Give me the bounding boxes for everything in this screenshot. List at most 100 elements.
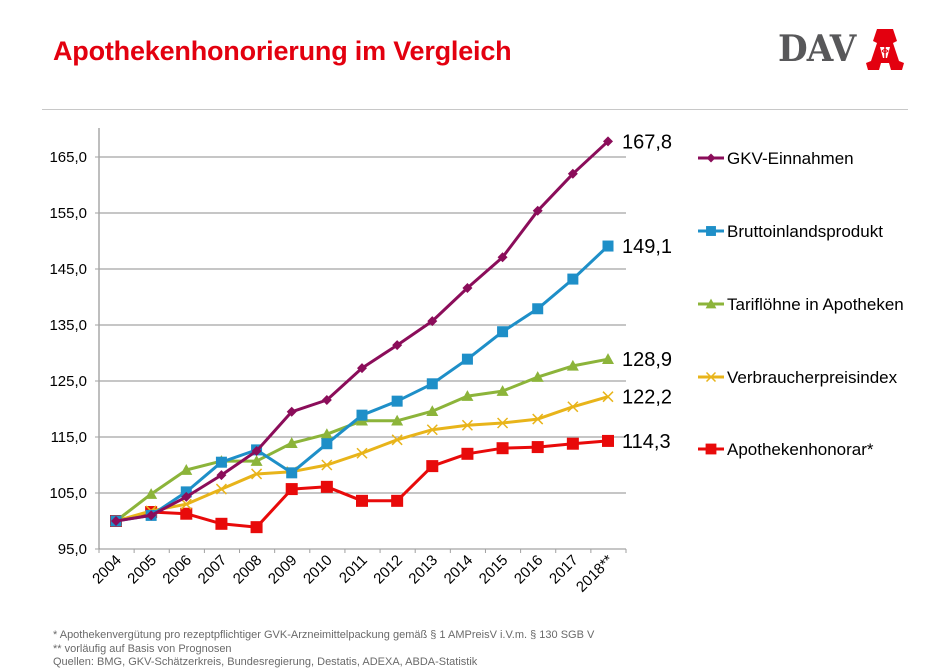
data-point <box>180 464 193 475</box>
legend-label: Bruttoinlandsprodukt <box>727 222 883 241</box>
data-point <box>531 371 544 382</box>
data-point <box>181 491 192 502</box>
x-tick-label: 2006 <box>159 552 195 588</box>
data-point <box>497 417 509 429</box>
data-point <box>251 446 262 456</box>
end-value-label: 122,2 <box>622 387 672 409</box>
data-point <box>705 371 717 383</box>
data-point <box>391 395 403 407</box>
data-point <box>285 483 298 496</box>
data-point <box>320 428 333 439</box>
data-point <box>356 447 368 459</box>
end-value-label: 167,8 <box>622 131 672 153</box>
y-tick-label: 115,0 <box>51 429 87 446</box>
data-point <box>426 378 438 390</box>
data-point <box>532 303 544 315</box>
x-tick-label: 2009 <box>265 552 301 588</box>
footnote-sources: Quellen: BMG, GKV-Schätzerkreis, Bundesr… <box>53 656 478 668</box>
data-point <box>426 405 439 417</box>
data-point <box>603 136 613 147</box>
x-tick-label: 2018** <box>573 552 617 596</box>
data-point <box>531 441 544 454</box>
series-gkv <box>111 136 613 526</box>
data-point <box>180 507 193 520</box>
data-point <box>496 385 509 396</box>
x-tick-label: 2015 <box>476 552 512 588</box>
data-point <box>215 456 227 468</box>
data-point <box>286 406 297 417</box>
data-point <box>286 467 298 479</box>
y-tick-label: 165,0 <box>49 149 87 166</box>
y-tick-label: 135,0 <box>49 317 87 334</box>
data-point <box>216 470 227 481</box>
header-divider <box>42 109 908 110</box>
x-tick-label: 2014 <box>441 552 477 588</box>
data-point <box>462 283 473 294</box>
data-point <box>602 240 614 252</box>
footnote-prognose: ** vorläufig auf Basis von Prognosen <box>53 642 232 655</box>
footnote-apothekenverguetung: * Apothekenvergütung pro rezeptpflichtig… <box>53 629 595 641</box>
data-point <box>497 326 509 338</box>
data-point <box>461 419 473 431</box>
data-point <box>392 340 403 351</box>
logo-text: DAV <box>778 28 856 70</box>
x-tick-label: 2005 <box>124 552 160 588</box>
y-tick-label: 105,0 <box>49 485 87 502</box>
data-point <box>180 486 192 498</box>
data-point <box>566 359 579 371</box>
x-tick-label: 2012 <box>370 552 406 588</box>
series-vpi <box>110 391 614 527</box>
data-point <box>321 438 333 450</box>
y-tick-label: 125,0 <box>49 373 87 390</box>
legend-item-tarif: Tariflöhne in Apotheken <box>698 295 904 314</box>
data-point <box>215 483 227 495</box>
data-point <box>461 447 474 460</box>
legend-label: GKV-Einnahmen <box>727 149 854 168</box>
end-value-label: 114,3 <box>622 431 671 453</box>
data-point <box>285 437 298 448</box>
x-tick-label: 2008 <box>230 552 266 588</box>
data-point <box>426 424 438 436</box>
data-point <box>356 409 368 421</box>
data-point <box>215 517 228 530</box>
line-chart: 95,0 105,0 115,0 125,0 135,0 145,0 155,0 165,0 2… <box>49 128 904 596</box>
data-point <box>250 521 263 534</box>
data-point <box>705 443 717 455</box>
data-point <box>426 460 439 473</box>
data-point <box>391 414 404 426</box>
x-tick-label: 2016 <box>511 552 547 588</box>
data-point <box>250 455 263 466</box>
data-point <box>180 498 192 510</box>
data-point <box>111 516 121 526</box>
data-point <box>602 434 614 447</box>
data-point <box>461 390 474 401</box>
series-bip <box>110 240 614 527</box>
legend-item-vpi: Verbraucherpreisindex <box>698 368 898 387</box>
data-point <box>146 510 157 521</box>
data-point <box>706 153 716 163</box>
data-point <box>391 434 403 446</box>
y-tick-label: 95,0 <box>58 541 87 558</box>
x-tick-label: 2004 <box>89 552 125 588</box>
data-point <box>320 480 333 493</box>
data-point <box>705 298 717 309</box>
series-apo <box>110 434 614 534</box>
end-value-label: 149,1 <box>622 236 672 258</box>
data-point <box>706 226 716 236</box>
y-tick-label: 145,0 <box>49 261 87 278</box>
legend-item-gkv: GKV-Einnahmen <box>698 149 854 168</box>
data-point <box>532 413 544 425</box>
x-tick-label: 2007 <box>195 552 231 588</box>
series-line <box>115 140 610 523</box>
data-point <box>602 353 614 364</box>
data-point <box>427 316 438 327</box>
data-point <box>145 488 158 499</box>
data-point <box>356 494 368 507</box>
x-tick-label: 2010 <box>300 552 336 588</box>
legend-label: Tariflöhne in Apotheken <box>727 295 904 314</box>
x-tick-label: 2011 <box>336 552 371 587</box>
data-point <box>567 273 579 285</box>
data-point <box>532 205 543 216</box>
data-point <box>357 363 367 374</box>
data-point <box>391 494 404 507</box>
